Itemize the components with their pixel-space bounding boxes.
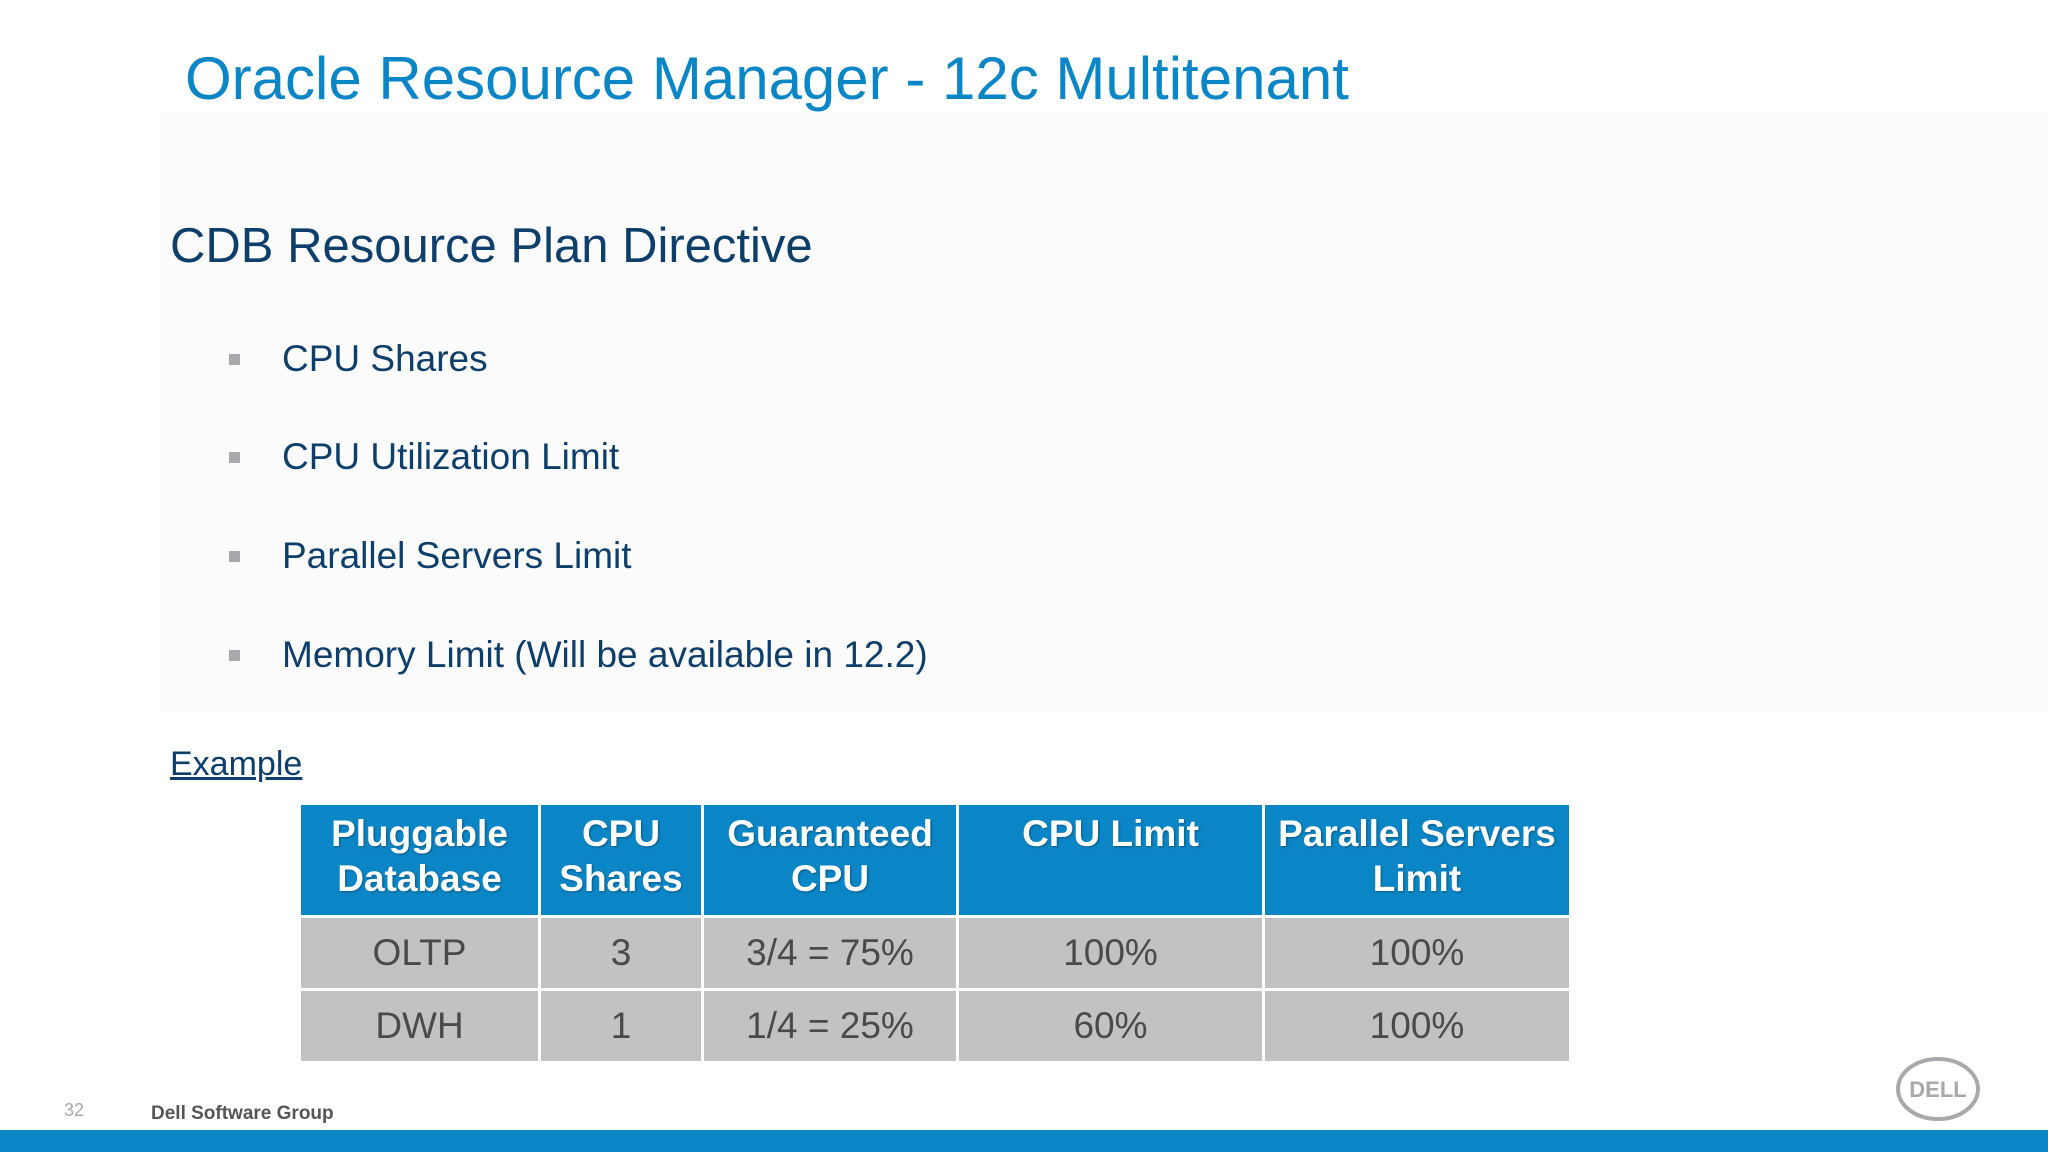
table-cell: 100% [1262,915,1572,991]
column-header: Pluggable Database [298,802,541,918]
column-header: CPU Limit [956,802,1265,918]
content-background [160,112,2048,712]
page-number: 32 [64,1100,85,1120]
square-bullet-icon [229,550,240,562]
section-subtitle: CDB Resource Plan Directive [170,219,813,273]
table-row: OLTP 3 3/4 = 75% 100% 100% [298,915,1572,991]
bullet-item: CPU Shares [229,334,488,384]
table-cell: 3/4 = 75% [701,915,959,991]
square-bullet-icon [229,649,240,661]
square-bullet-icon [229,451,240,463]
slide-title: Oracle Resource Manager - 12c Multitenan… [185,45,1349,112]
table-cell: DWH [298,988,541,1064]
square-bullet-icon [229,353,240,365]
table-cell: 100% [1262,988,1572,1064]
footer-company: Dell Software Group [151,1103,334,1124]
bullet-item: CPU Utilization Limit [229,432,619,482]
header-line: Pluggable [331,813,508,854]
header-line: CPU [790,858,870,899]
bullet-text: CPU Shares [282,338,488,379]
table-cell: 3 [538,915,704,991]
bullet-text: CPU Utilization Limit [282,436,620,477]
logo-text: DELL [1909,1077,1966,1102]
header-line: CPU Limit [1022,813,1199,854]
table-header-row: Pluggable Database CPU Shares Guaranteed… [298,802,1572,918]
resource-plan-table: Pluggable Database CPU Shares Guaranteed… [298,802,1572,1064]
bullet-text: Parallel Servers Limit [282,535,632,576]
table-cell: OLTP [298,915,541,991]
table-cell: 100% [956,915,1265,991]
bottom-accent-bar [0,1130,2048,1152]
bullet-item: Memory Limit (Will be available in 12.2) [229,630,928,680]
table-row: DWH 1 1/4 = 25% 60% 100% [298,988,1572,1064]
header-line: Parallel Servers [1278,813,1556,854]
table-cell: 1/4 = 25% [701,988,959,1064]
header-line: Limit [1372,858,1462,899]
header-line: CPU [581,813,661,854]
column-header: Parallel Servers Limit [1262,802,1572,918]
bullet-item: Parallel Servers Limit [229,531,632,581]
column-header: CPU Shares [538,802,704,918]
example-label: Example [170,745,303,783]
column-header: Guaranteed CPU [701,802,959,918]
bullet-text: Memory Limit (Will be available in 12.2) [282,634,928,675]
header-line: Guaranteed [727,813,933,854]
dell-logo-icon: DELL [1896,1057,1980,1121]
header-line: Shares [559,858,683,899]
header-line: Database [337,858,502,899]
table-cell: 1 [538,988,704,1064]
table-cell: 60% [956,988,1265,1064]
